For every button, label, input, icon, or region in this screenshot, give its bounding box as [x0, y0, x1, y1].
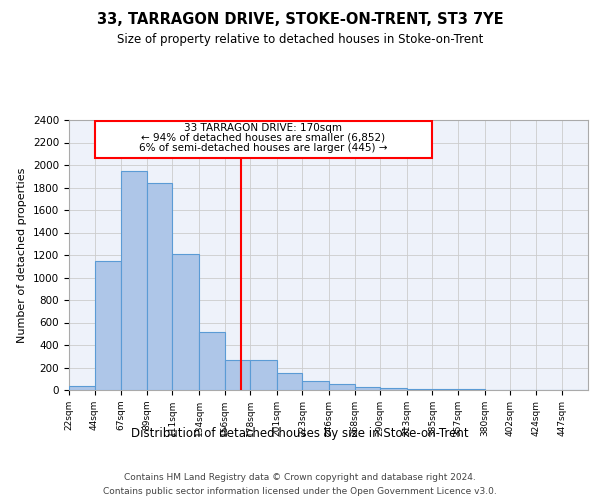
Text: 33, TARRAGON DRIVE, STOKE-ON-TRENT, ST3 7YE: 33, TARRAGON DRIVE, STOKE-ON-TRENT, ST3 … [97, 12, 503, 28]
Text: ← 94% of detached houses are smaller (6,852): ← 94% of detached houses are smaller (6,… [142, 133, 386, 143]
Bar [355, 386, 380, 390]
Bar [172, 254, 199, 390]
Text: Contains public sector information licensed under the Open Government Licence v3: Contains public sector information licen… [103, 488, 497, 496]
Text: Distribution of detached houses by size in Stoke-on-Trent: Distribution of detached houses by size … [131, 428, 469, 440]
Bar [407, 388, 433, 390]
Bar [224, 360, 250, 390]
Bar [95, 260, 121, 390]
Text: Contains HM Land Registry data © Crown copyright and database right 2024.: Contains HM Land Registry data © Crown c… [124, 472, 476, 482]
Bar [250, 360, 277, 390]
Bar [329, 384, 355, 390]
Bar [302, 381, 329, 390]
Y-axis label: Number of detached properties: Number of detached properties [17, 168, 28, 342]
Bar [433, 389, 458, 390]
Text: Size of property relative to detached houses in Stoke-on-Trent: Size of property relative to detached ho… [117, 32, 483, 46]
Bar [380, 388, 407, 390]
Bar [147, 183, 172, 390]
Bar [69, 386, 95, 390]
Bar [277, 373, 302, 390]
Bar [199, 332, 224, 390]
FancyBboxPatch shape [95, 121, 433, 158]
Bar [121, 170, 147, 390]
Text: 6% of semi-detached houses are larger (445) →: 6% of semi-detached houses are larger (4… [139, 143, 388, 153]
Text: 33 TARRAGON DRIVE: 170sqm: 33 TARRAGON DRIVE: 170sqm [184, 122, 343, 132]
